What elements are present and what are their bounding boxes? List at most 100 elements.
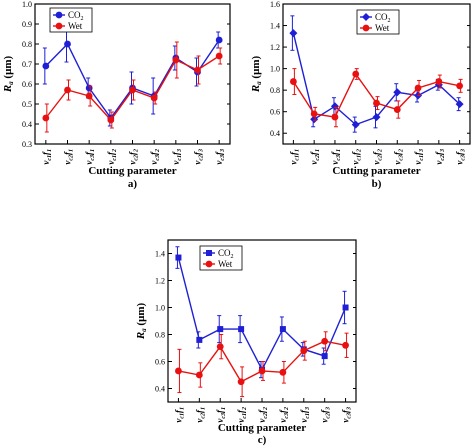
data-point	[435, 78, 443, 85]
data-point	[237, 378, 245, 386]
data-point	[150, 94, 158, 102]
x-tick-label: vc3f2	[392, 149, 404, 165]
panel-letter: b)	[372, 178, 382, 190]
chart-panel-2: 0.4 0.6 0.8 1.0 1.2 1.4 1.6 vc1f1 vc2f1 vc3f1 vc1f…	[250, 0, 471, 190]
panel-letter: c)	[258, 434, 267, 446]
x-tick-label: vc3f1	[215, 407, 227, 423]
y-tick-label: 1.2	[155, 277, 165, 286]
data-point	[393, 88, 402, 97]
x-tick-label: vc2f3	[320, 407, 332, 423]
data-point	[42, 62, 50, 70]
data-point	[217, 326, 224, 333]
x-tick-label: vc2f1	[309, 149, 321, 165]
data-point	[456, 82, 464, 90]
data-point	[55, 11, 63, 19]
y-tick-label: 0.8	[22, 40, 32, 49]
x-tick-label: vc2f2	[372, 149, 384, 165]
x-tick-label: vc1f3	[171, 149, 183, 165]
legend-label: CO2	[68, 10, 84, 22]
data-point	[215, 36, 223, 44]
data-point	[372, 113, 381, 122]
y-tick-label: 0.7	[22, 60, 32, 69]
y-tick-label: 0.5	[22, 100, 32, 109]
y-tick-label: 0.6	[22, 80, 32, 89]
data-point	[258, 367, 266, 375]
x-tick-label: vc2f1	[194, 407, 206, 423]
data-point	[196, 336, 203, 343]
y-tick-label: 1.0	[270, 65, 280, 74]
x-tick-label: vc1f1	[288, 149, 300, 165]
data-point	[85, 92, 93, 100]
x-axis-label: Cutting parameter	[218, 422, 306, 434]
data-point	[55, 22, 63, 30]
data-point	[330, 102, 339, 111]
data-point	[342, 341, 349, 349]
series-line	[292, 72, 460, 118]
x-tick-label: vc1f1	[41, 149, 53, 165]
x-tick-label: vc3f2	[278, 407, 290, 423]
y-tick-label: 0.6	[270, 108, 280, 117]
data-point	[175, 254, 182, 261]
data-point	[194, 66, 201, 74]
y-tick-label: 0.4	[155, 385, 165, 394]
legend-label: CO2	[375, 12, 391, 24]
x-tick-label: vc2f3	[434, 149, 446, 165]
legend-label: Wet	[218, 259, 233, 269]
data-point	[289, 78, 297, 85]
data-point	[373, 99, 380, 107]
data-point	[362, 13, 370, 21]
data-point	[289, 29, 298, 38]
data-point	[331, 113, 339, 121]
series-line	[292, 32, 461, 126]
panel-letter: a)	[128, 178, 138, 190]
x-tick-label: vc3f3	[214, 149, 226, 165]
data-point	[206, 250, 212, 256]
chart-panel-1: 0.3 0.4 0.5 0.6 0.7 0.8 0.9 1.0 vc1f1 vc2f1 vc3f1 v…	[2, 0, 231, 190]
x-tick-label: vc1f1	[173, 407, 185, 423]
series-wet	[175, 331, 349, 398]
y-tick-label: 1.0	[22, 0, 32, 9]
data-point	[279, 326, 286, 333]
data-point	[342, 304, 349, 311]
y-tick-label: 0.6	[155, 358, 165, 367]
legend-label: CO2	[218, 248, 234, 260]
data-point	[205, 260, 213, 268]
data-point	[321, 337, 329, 345]
data-point	[310, 115, 319, 124]
data-point	[129, 86, 136, 94]
data-point	[414, 84, 422, 92]
y-axis-label: Ra (μm)	[2, 56, 15, 94]
x-tick-label: vc3f3	[455, 149, 467, 165]
x-tick-label: vc2f1	[63, 149, 75, 165]
y-tick-label: 0.4	[22, 120, 32, 129]
series-co2	[42, 25, 223, 127]
x-tick-label: vc1f2	[106, 149, 118, 165]
data-point	[64, 40, 71, 48]
x-tick-label: vc2f3	[193, 149, 205, 165]
x-axis-label: Cutting parameter	[332, 165, 420, 177]
series-line	[45, 39, 220, 120]
x-tick-label: vc3f2	[149, 149, 161, 165]
y-tick-label: 0.4	[270, 129, 280, 138]
x-tick-label: vc3f3	[341, 407, 353, 423]
y-tick-label: 0.8	[155, 331, 165, 340]
y-tick-label: 0.8	[270, 86, 280, 95]
y-tick-label: 1.4	[155, 250, 165, 259]
series-wet	[42, 41, 223, 133]
data-point	[351, 120, 360, 129]
y-axis-label: Ra (μm)	[250, 56, 263, 94]
data-point	[42, 114, 50, 122]
y-axis-label: Ra (μm)	[135, 303, 148, 341]
data-point	[362, 24, 370, 32]
legend-label: Wet	[68, 21, 83, 31]
data-point	[195, 371, 203, 379]
x-tick-label: vc1f3	[299, 407, 311, 423]
x-axis-label: Cutting parameter	[88, 165, 176, 177]
x-tick-label: vc2f2	[257, 407, 269, 423]
data-point	[238, 326, 245, 333]
series-wet	[289, 68, 464, 128]
data-point	[107, 116, 115, 124]
